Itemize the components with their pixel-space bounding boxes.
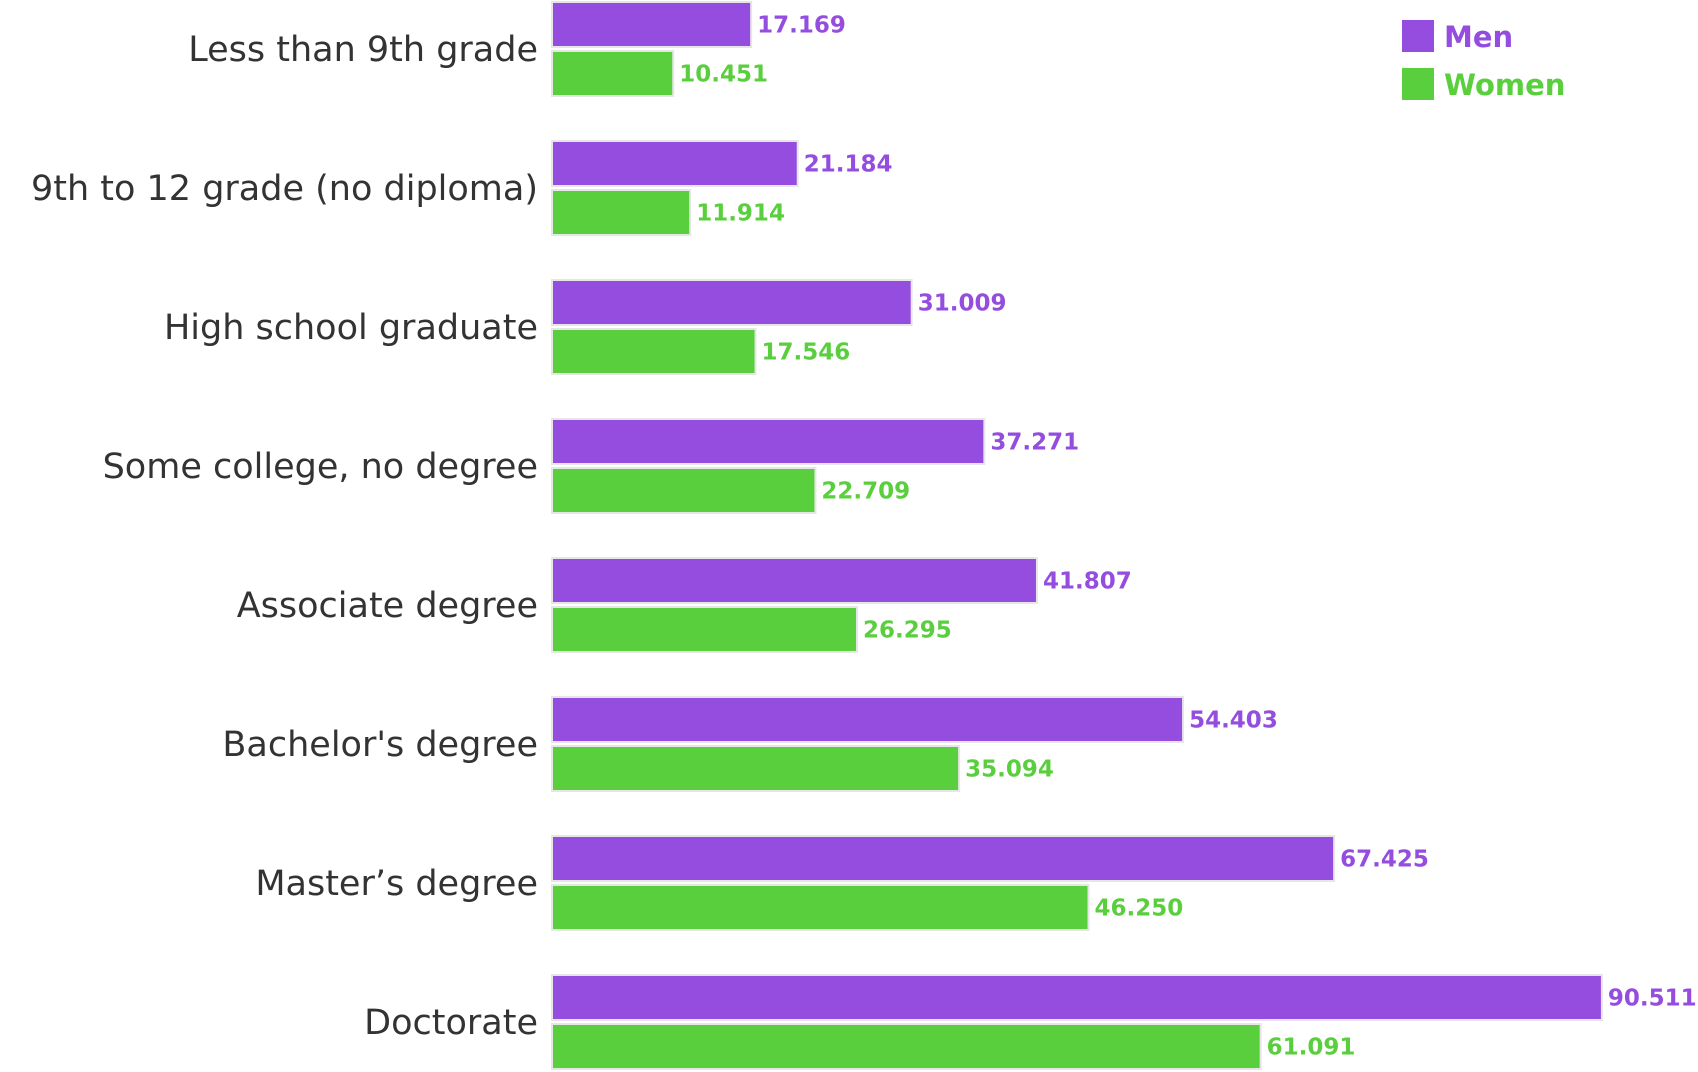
bar-men-some-college-no-degree [551,418,986,465]
bars-layer [551,1,1603,1070]
category-label-doctorate: Doctorate [364,1003,538,1043]
value-label-men-9th-to-12-grade-no-diploma: 21.184 [804,152,893,178]
legend-swatch-men [1402,20,1434,52]
bar-men-9th-to-12-grade-no-diploma [551,140,799,187]
bar-women-some-college-no-degree [551,467,817,514]
bar-women-high-school-graduate [551,328,757,375]
legend-label-women: Women [1444,68,1565,102]
bar-men-bachelor-s-degree [551,696,1185,743]
category-label-associate-degree: Associate degree [237,586,538,626]
value-label-women-9th-to-12-grade-no-diploma: 11.914 [696,201,785,227]
category-label-bachelor-s-degree: Bachelor's degree [222,725,538,765]
value-label-men-bachelor-s-degree: 54.403 [1189,708,1278,734]
value-label-men-less-than-9th-grade: 17.169 [757,13,846,39]
value-label-men-master-s-degree: 67.425 [1340,847,1429,873]
value-label-men-doctorate: 90.511 [1608,986,1697,1012]
legend-swatch-women [1402,68,1434,100]
value-label-women-less-than-9th-grade: 10.451 [679,62,768,88]
bar-women-doctorate [551,1023,1262,1070]
bar-women-bachelor-s-degree [551,745,961,792]
bar-men-less-than-9th-grade [551,1,753,48]
value-label-women-associate-degree: 26.295 [863,618,952,644]
bar-women-associate-degree [551,606,859,653]
category-label-some-college-no-degree: Some college, no degree [103,447,538,487]
value-label-women-bachelor-s-degree: 35.094 [965,757,1054,783]
bar-women-master-s-degree [551,884,1090,931]
bar-men-associate-degree [551,557,1038,604]
bar-men-high-school-graduate [551,279,913,326]
category-label-high-school-graduate: High school graduate [164,308,538,348]
legend: Men Women [1402,20,1565,102]
legend-label-men: Men [1444,20,1513,54]
bar-men-master-s-degree [551,835,1336,882]
value-label-women-master-s-degree: 46.250 [1095,896,1184,922]
bar-men-doctorate [551,974,1603,1021]
value-label-men-associate-degree: 41.807 [1043,569,1132,595]
category-label-9th-to-12-grade-no-diploma: 9th to 12 grade (no diploma) [31,169,538,209]
value-label-men-some-college-no-degree: 37.271 [990,430,1079,456]
bar-women-less-than-9th-grade [551,50,675,97]
bar-women-9th-to-12-grade-no-diploma [551,189,692,236]
labels-layer: Less than 9th grade 17.169 10.451 9th to 12… [31,13,1697,1061]
category-label-less-than-9th-grade: Less than 9th grade [188,30,538,70]
category-label-master-s-degree: Master’s degree [255,864,538,904]
value-label-men-high-school-graduate: 31.009 [918,291,1007,317]
value-label-women-some-college-no-degree: 22.709 [821,479,910,505]
value-label-women-high-school-graduate: 17.546 [762,340,851,366]
value-label-women-doctorate: 61.091 [1267,1035,1356,1061]
